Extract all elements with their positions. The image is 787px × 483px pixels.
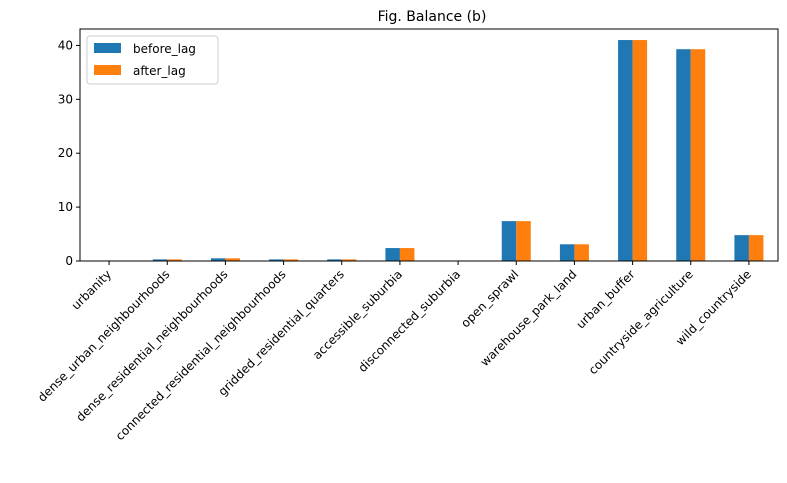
y-tick-label: 10 [58, 200, 73, 214]
legend-label-after_lag: after_lag [133, 64, 186, 78]
bar-after_lag-countryside_agriculture [690, 49, 706, 261]
bar-after_lag-wild_countryside [748, 235, 764, 261]
y-tick-label: 30 [58, 92, 73, 106]
legend-label-before_lag: before_lag [133, 42, 196, 56]
bar-after_lag-dense_urban_neighbourhoods [167, 259, 182, 261]
x-tick-label: open_sprawl [458, 267, 521, 330]
bar-after_lag-open_sprawl [516, 221, 531, 261]
x-axis: urbanitydense_urban_neighbourhoodsdense_… [35, 261, 754, 443]
bar-before_lag-gridded_residential_quarters [327, 259, 342, 261]
bar-after_lag-urban_buffer [632, 40, 648, 261]
bar-before_lag-wild_countryside [734, 235, 749, 261]
legend-swatch-after_lag [94, 65, 121, 75]
bar-before_lag-accessible_suburbia [385, 248, 400, 261]
x-tick-label: disconnected_suburbia [355, 267, 463, 375]
x-tick-label: countryside_agriculture [586, 267, 696, 377]
bar-before_lag-warehouse_park_land [559, 244, 575, 261]
bar-before_lag-countryside_agriculture [676, 49, 691, 261]
x-tick-label: urban_buffer [573, 267, 637, 331]
bar-after_lag-gridded_residential_quarters [341, 259, 357, 261]
y-tick-label: 20 [58, 146, 73, 160]
x-tick-label: warehouse_park_land [478, 267, 580, 369]
y-tick-label: 0 [65, 254, 73, 268]
x-tick-label: urbanity [69, 267, 114, 312]
chart-title: Fig. Balance (b) [378, 9, 487, 25]
bar-before_lag-connected_residential_neighbourhoods [269, 259, 284, 261]
y-tick-label: 40 [58, 38, 73, 52]
bar-after_lag-connected_residential_neighbourhoods [283, 259, 299, 261]
legend: before_lag after_lag [86, 35, 219, 85]
bar-before_lag-dense_urban_neighbourhoods [152, 259, 168, 261]
legend-swatch-before_lag [94, 43, 121, 53]
bars-group [152, 40, 764, 261]
bar-after_lag-dense_residential_neighbourhoods [225, 258, 240, 261]
plot-frame [79, 28, 779, 262]
x-tick-label: gridded_residential_quarters [215, 267, 346, 398]
bar-before_lag-urban_buffer [618, 40, 633, 261]
bar-after_lag-accessible_suburbia [399, 248, 415, 261]
bar-before_lag-dense_residential_neighbourhoods [210, 258, 226, 261]
bar-after_lag-warehouse_park_land [574, 244, 589, 261]
bar-before_lag-open_sprawl [501, 221, 517, 261]
y-axis: 0 10 20 30 40 [58, 38, 80, 268]
